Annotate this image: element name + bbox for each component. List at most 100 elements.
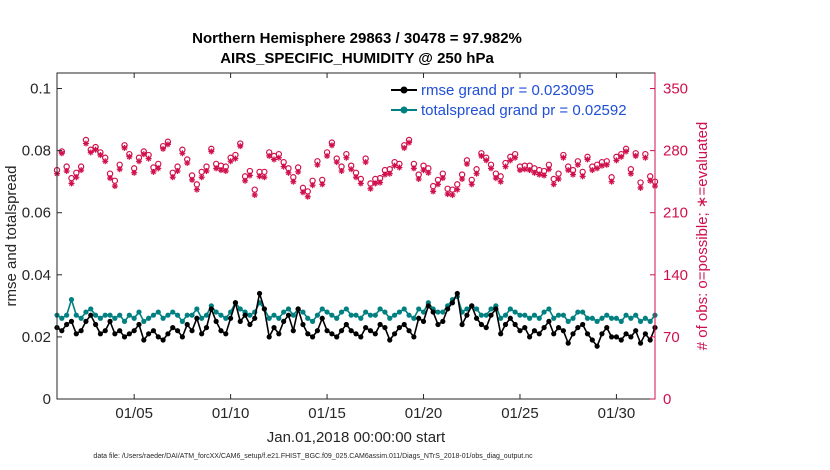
totalspread-point: [522, 312, 528, 318]
chart-title: Northern Hemisphere 29863 / 30478 = 97.9…: [192, 30, 522, 47]
rmse-point: [377, 321, 383, 328]
rmse-point: [599, 331, 605, 337]
totalspread-point: [184, 312, 190, 318]
obs-evaluated-point: [391, 162, 398, 169]
legend-spread-label: totalspread grand pr = 0.02592: [421, 102, 627, 119]
totalspread-point: [189, 312, 195, 318]
rmse-point: [502, 321, 509, 328]
totalspread-point: [203, 312, 210, 318]
totalspread-point: [213, 309, 219, 315]
obs-evaluated-point: [555, 176, 562, 183]
rmse-point: [411, 334, 417, 340]
totalspread-point: [546, 306, 552, 312]
obs-evaluated-point: [169, 174, 176, 181]
obs-evaluated-point: [208, 148, 215, 155]
totalspread-point: [194, 306, 200, 312]
data-file-footnote: data file: /Users/raeder/DAI/ATM_forcXX/…: [93, 453, 533, 460]
rmse-point: [194, 315, 200, 321]
totalspread-point: [608, 315, 615, 321]
obs-possible-point: [454, 181, 461, 188]
totalspread-point: [83, 309, 89, 315]
obs-possible-point: [111, 177, 119, 184]
obs-evaluated-point: [290, 178, 297, 185]
obs-evaluated-point: [415, 176, 422, 183]
rmse-point: [300, 321, 306, 328]
legend-rmse-swatch-marker: [400, 86, 408, 94]
obs-evaluated-point: [584, 156, 591, 163]
obs-possible-point: [367, 180, 374, 187]
obs-possible-point: [304, 188, 311, 195]
y-tick-label: 0.02: [22, 329, 51, 346]
totalspread-point: [498, 315, 504, 321]
obs-evaluated-point: [92, 146, 99, 153]
obs-evaluated-point: [521, 166, 528, 173]
totalspread-point: [536, 315, 542, 321]
obs-evaluated-point: [217, 167, 224, 174]
obs-evaluated-point: [454, 186, 461, 193]
totalspread-point: [358, 315, 364, 321]
x-tick-label: 01/30: [598, 405, 636, 422]
obs-evaluated-point: [304, 193, 311, 200]
y-tick-label: 0: [43, 391, 51, 408]
obs-evaluated-point: [367, 185, 374, 192]
y2-axis-label: # of obs: o=possible; ∗=evaluated: [694, 122, 711, 351]
totalspread-point: [271, 312, 277, 318]
totalspread-point: [560, 312, 566, 318]
obs-evaluated-point: [198, 174, 205, 181]
obs-evaluated-point: [560, 154, 567, 161]
totalspread-point: [247, 312, 253, 318]
obs-evaluated-point: [439, 175, 446, 182]
obs-evaluated-point: [160, 145, 167, 152]
rmse-point: [618, 337, 624, 343]
totalspread-point: [88, 306, 94, 312]
rmse-point: [527, 334, 533, 340]
rmse-point: [584, 331, 591, 337]
totalspread-point: [314, 312, 321, 318]
chart-subtitle: AIRS_SPECIFIC_HUMIDITY @ 250 hPa: [220, 50, 494, 67]
obs-possible-point: [198, 168, 205, 176]
totalspread-point: [329, 312, 335, 318]
rmse-point: [647, 337, 653, 343]
obs-evaluated-point: [295, 168, 302, 175]
rmse-point: [338, 328, 345, 334]
obs-evaluated-point: [497, 178, 504, 185]
totalspread-point: [396, 309, 403, 315]
obs-evaluated-point: [275, 154, 282, 161]
obs-possible-point: [497, 173, 504, 180]
obs-evaluated-point: [242, 177, 249, 184]
rmse-point: [478, 321, 484, 328]
rmse-point: [396, 324, 403, 331]
totalspread-point: [319, 306, 325, 312]
totalspread-point: [367, 312, 374, 318]
x-tick-label: 01/05: [115, 405, 153, 422]
totalspread-point: [604, 312, 610, 318]
totalspread-point: [309, 318, 316, 324]
totalspread-point: [343, 306, 349, 312]
rmse-point: [454, 290, 460, 297]
rmse-point: [281, 318, 287, 324]
obs-evaluated-point: [502, 163, 509, 170]
obs-evaluated-point: [246, 172, 253, 179]
rmse-point: [285, 312, 292, 318]
obs-evaluated-point: [73, 174, 80, 181]
totalspread-point: [420, 309, 427, 315]
rmse-point: [237, 318, 243, 324]
obs-evaluated-point: [116, 166, 123, 173]
rmse-point: [112, 331, 118, 337]
rmse-point: [160, 337, 166, 343]
obs-evaluated-point: [357, 180, 364, 187]
obs-evaluated-point: [280, 163, 287, 170]
totalspread-point: [377, 306, 383, 312]
rmse-point: [309, 334, 316, 340]
rmse-point: [512, 321, 518, 328]
legend-background: [388, 79, 650, 121]
totalspread-point: [618, 318, 624, 324]
totalspread-point: [165, 312, 171, 318]
rmse-point: [387, 337, 393, 343]
obs-evaluated-point: [266, 152, 273, 159]
obs-evaluated-point: [478, 152, 485, 159]
obs-evaluated-point: [410, 165, 417, 172]
rmse-point: [218, 328, 224, 334]
obs-evaluated-point: [598, 162, 605, 169]
totalspread-point: [570, 315, 576, 321]
